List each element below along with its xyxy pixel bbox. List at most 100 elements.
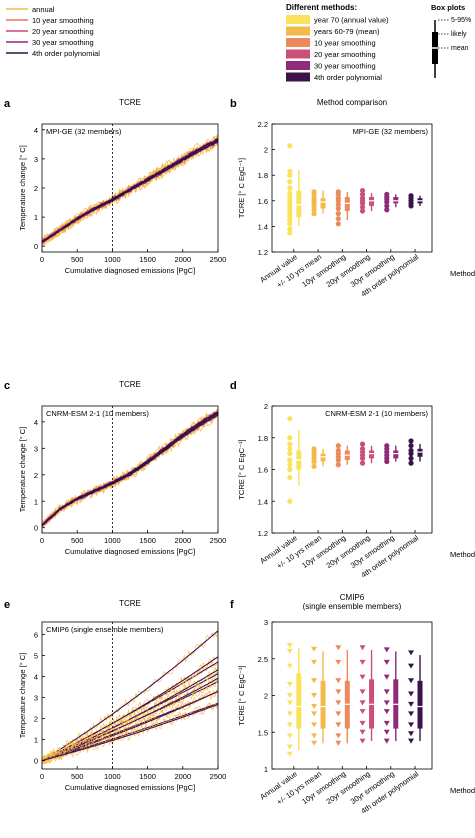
member-point <box>359 720 366 726</box>
member-point <box>287 185 293 191</box>
axes-frame <box>271 621 433 770</box>
y-axis-label: TCRE [° C EgC⁻¹] <box>237 665 246 725</box>
member-point <box>383 700 390 706</box>
axes-frame <box>271 123 433 253</box>
box-likely <box>369 196 375 206</box>
member-point <box>311 446 317 452</box>
box-legend-mean-label: mean <box>451 45 469 52</box>
panel-letter: c <box>4 380 10 392</box>
member-point <box>287 172 293 178</box>
member-point <box>408 691 415 697</box>
member-point <box>408 738 415 744</box>
y-tick-label: 3 <box>34 155 38 164</box>
y-tick-label: 4 <box>34 673 38 682</box>
y-tick-label: 1.8 <box>258 434 268 443</box>
box-likely <box>320 453 326 462</box>
box-likely <box>417 680 423 729</box>
panel-title-line: (single ensemble members) <box>303 602 402 611</box>
member-point <box>335 195 341 201</box>
member-point <box>311 463 317 469</box>
method-label: 10 year smoothing <box>314 39 376 48</box>
member-point <box>359 700 366 706</box>
annual-model-line <box>41 677 219 764</box>
member-point <box>287 194 293 200</box>
x-axis-label: Method <box>450 550 475 559</box>
member-point <box>359 674 366 680</box>
panel-title: Method comparison <box>317 98 387 107</box>
member-point <box>359 645 366 651</box>
smoothed-model-line <box>41 704 219 762</box>
smoothed-model-line <box>41 630 219 761</box>
y-tick-label: 6 <box>34 631 38 640</box>
y-tick-label: 2 <box>264 146 268 155</box>
member-point <box>286 681 293 687</box>
y-tick-label: 1 <box>34 736 38 745</box>
smoothed-model-line <box>41 630 219 762</box>
panel-letter: d <box>230 380 237 392</box>
member-point <box>287 217 293 223</box>
y-tick-label: 2 <box>264 692 268 701</box>
member-point <box>287 462 293 468</box>
member-point <box>359 441 366 447</box>
member-point <box>287 474 293 481</box>
inset-label: CMIP6 (single ensemble members) <box>46 625 164 634</box>
panel-f: f CMIP6 (single ensemble members) 1 1.5 2 2.5 3… <box>230 593 475 816</box>
member-point <box>286 648 293 654</box>
member-point <box>359 446 366 452</box>
member-point <box>287 143 293 149</box>
member-point <box>359 709 366 715</box>
x-tick-label: 2000 <box>174 255 191 264</box>
member-point <box>335 216 341 222</box>
smoothed-model-line <box>41 630 219 761</box>
member-point <box>311 693 318 698</box>
member-point <box>311 722 318 728</box>
member-point <box>287 190 293 196</box>
box-likely <box>296 190 302 218</box>
y-axis-label: TCRE [° C EgC⁻¹] <box>237 158 246 218</box>
member-point <box>311 207 317 213</box>
member-point <box>287 457 293 463</box>
box-likely <box>296 673 302 729</box>
member-point <box>287 198 293 204</box>
inset-label: CNRM-ESM 2-1 (10 members) <box>46 409 149 418</box>
member-point <box>359 187 366 194</box>
member-point <box>408 678 415 684</box>
box-legend-likely-label: likely <box>451 31 467 38</box>
member-point <box>287 435 293 441</box>
member-point <box>383 674 390 680</box>
member-point <box>335 205 341 212</box>
member-point <box>287 226 293 232</box>
x-tick-label: 500 <box>71 255 84 264</box>
y-tick-label: 1.6 <box>258 466 268 475</box>
member-point <box>383 738 390 744</box>
member-point <box>383 709 390 715</box>
y-tick-label: 1.2 <box>258 529 268 538</box>
member-point <box>287 208 293 214</box>
panel-a: a TCRE 0 500 1000 1500 2000 2500 0 1 2 3 4 Cumulative… <box>4 98 226 275</box>
member-point <box>384 191 390 197</box>
y-tick-label: 1 <box>34 213 38 222</box>
y-axis-label: Temperature change [° C] <box>18 145 27 231</box>
y-tick-label: 5 <box>34 652 38 661</box>
box-likely <box>320 680 326 729</box>
member-point <box>335 443 341 449</box>
member-point <box>408 443 414 449</box>
panel-title: TCRE <box>119 599 141 608</box>
method-swatch <box>286 61 310 70</box>
method-label: 20 year smoothing <box>314 50 376 59</box>
member-point <box>335 189 341 195</box>
member-point <box>408 447 414 454</box>
panel-b: b Method comparison1.21.41.61.822.2Annual… <box>230 98 475 299</box>
annual-model-line <box>41 688 219 763</box>
x-tick-label: 1500 <box>139 536 156 545</box>
x-tick-label: 1000 <box>104 536 121 545</box>
member-point <box>287 498 293 504</box>
method-swatch <box>286 15 310 24</box>
legend-label: 30 year smoothing <box>32 38 94 47</box>
member-point <box>311 740 318 746</box>
member-point <box>359 729 366 735</box>
panel-letter: f <box>230 599 234 611</box>
axes-frame <box>271 405 433 534</box>
panel-letter: a <box>4 98 11 110</box>
member-point <box>359 204 366 210</box>
